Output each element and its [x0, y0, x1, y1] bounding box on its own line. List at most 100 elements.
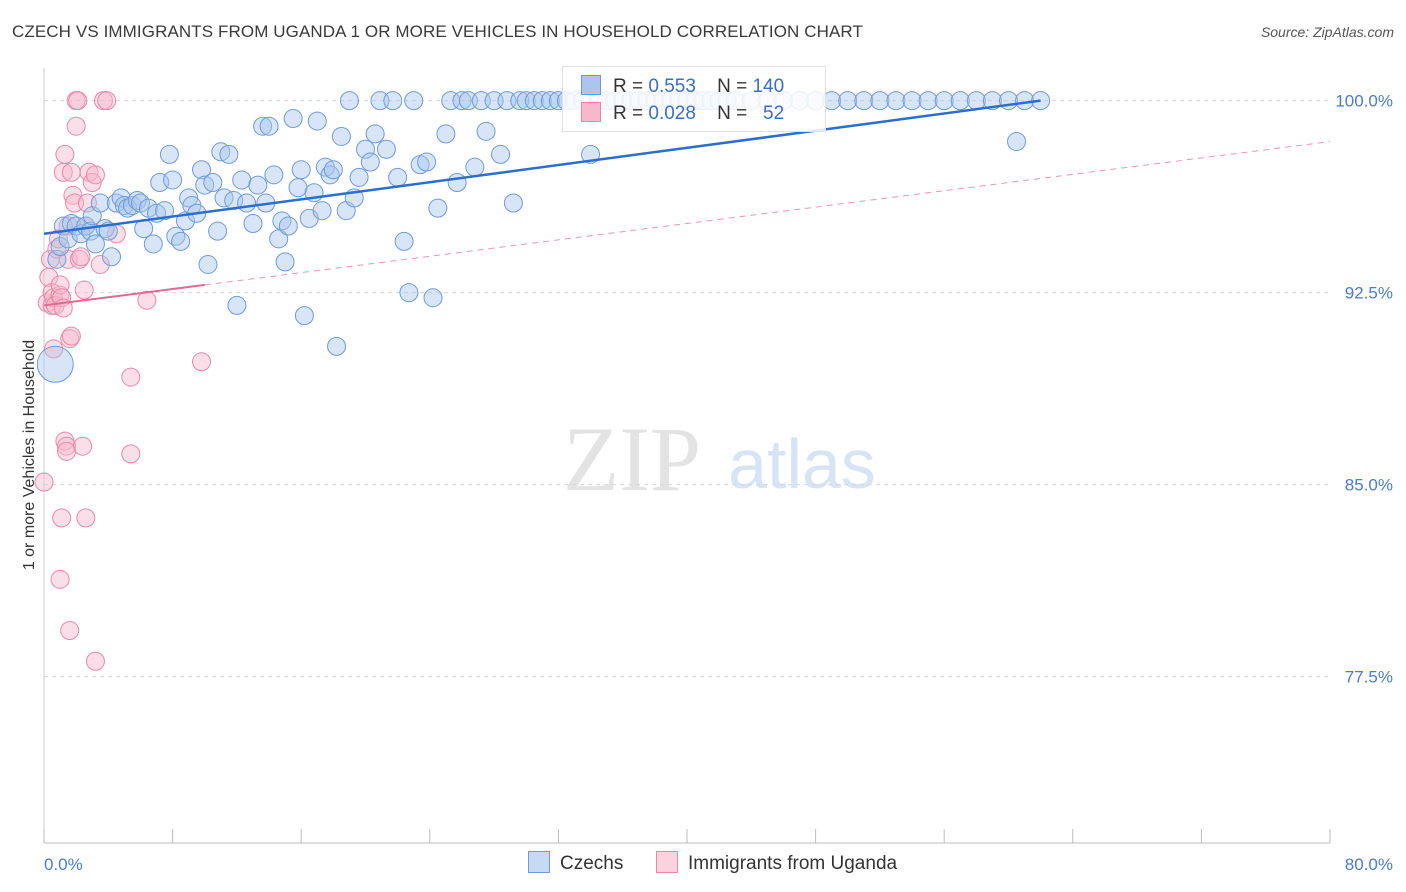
czech-point	[143, 234, 163, 254]
czech-point	[394, 231, 414, 251]
czech-point	[259, 116, 279, 136]
czech-point	[47, 249, 67, 269]
watermark-atlas: atlas	[728, 425, 876, 503]
czech-point	[118, 198, 138, 218]
czech-point	[90, 193, 110, 213]
r-label: R =	[613, 103, 644, 124]
source-label: Source: ZipAtlas.com	[1260, 24, 1394, 40]
czech-point	[232, 170, 252, 190]
uganda-point	[97, 91, 117, 111]
uganda-point	[57, 441, 77, 461]
czech-point	[171, 231, 191, 251]
czech-point	[383, 91, 403, 111]
n-label: N =	[717, 76, 748, 97]
czech-point	[1007, 132, 1027, 152]
uganda-point	[137, 290, 157, 310]
czech-point	[323, 160, 343, 180]
czech-point	[349, 167, 369, 187]
czech-point	[540, 91, 560, 111]
n-value: 52	[763, 103, 785, 124]
uganda-point	[52, 508, 72, 528]
czech-point	[388, 167, 408, 187]
uganda-point	[121, 367, 141, 387]
czech-point	[198, 254, 218, 274]
czech-point	[50, 237, 70, 257]
czech-point	[510, 91, 530, 111]
czech-point	[428, 198, 448, 218]
czech-point	[114, 196, 134, 216]
czech-point	[934, 91, 954, 111]
uganda-point	[34, 472, 54, 492]
uganda-swatch	[581, 102, 601, 122]
n-label: N =	[717, 103, 748, 124]
uganda-point	[121, 444, 141, 464]
czech-point	[516, 91, 536, 111]
czech-point	[227, 295, 247, 315]
czech-point	[886, 91, 906, 111]
czech-point	[423, 288, 443, 308]
czech-point	[465, 157, 485, 177]
uganda-point	[60, 621, 80, 641]
uganda-point	[61, 162, 81, 182]
czech-point	[307, 111, 327, 131]
czech-point	[179, 188, 199, 208]
czech-point	[452, 91, 472, 111]
y-axis-label: 1 or more Vehicles in Household	[21, 339, 38, 571]
legend-item-uganda[interactable]: Immigrants from Uganda	[656, 851, 897, 875]
uganda-point	[44, 339, 64, 359]
uganda-point	[90, 254, 110, 274]
czech-point	[272, 211, 292, 231]
czech-point	[417, 152, 437, 172]
czech-point	[208, 221, 228, 241]
stats-legend: R = 0.553 N = 140 R = 0.028 N = 52	[562, 66, 826, 132]
uganda-point	[73, 436, 93, 456]
czech-point	[291, 160, 311, 180]
x-tick-label-min: 0.0%	[44, 855, 83, 874]
czech-point	[902, 91, 922, 111]
uganda-point	[66, 116, 86, 136]
czech-point	[365, 124, 385, 144]
czech-point	[320, 165, 340, 185]
czech-point	[854, 91, 874, 111]
uganda-trend-extension	[204, 141, 1331, 286]
czech-point	[838, 91, 858, 111]
czech-point	[237, 193, 257, 213]
czech-point	[85, 234, 105, 254]
y-tick-label: 85.0%	[1345, 476, 1393, 495]
uganda-point	[82, 173, 102, 193]
czech-legend-swatch	[528, 851, 550, 873]
czech-point	[399, 283, 419, 303]
czech-point	[982, 91, 1002, 111]
czech-point	[1015, 91, 1035, 111]
r-value: 0.028	[648, 103, 696, 124]
r-value: 0.553	[648, 76, 696, 97]
legend-item-czechs[interactable]: Czechs	[528, 851, 623, 875]
czech-point	[159, 144, 179, 164]
czech-point	[192, 160, 212, 180]
czech-point	[966, 91, 986, 111]
czech-point	[253, 116, 273, 136]
czech-point	[950, 91, 970, 111]
uganda-point	[85, 165, 105, 185]
czech-point	[356, 139, 375, 159]
legend-label-uganda: Immigrants from Uganda	[688, 853, 898, 874]
czech-point	[288, 178, 308, 198]
y-tick-label: 100.0%	[1335, 92, 1393, 111]
czech-point	[111, 188, 131, 208]
czech-point	[248, 175, 268, 195]
czech-point	[102, 247, 122, 267]
czech-point	[243, 213, 263, 233]
watermark-zip: ZIP	[563, 408, 701, 510]
r-label: R =	[613, 76, 644, 97]
czech-point	[327, 336, 347, 356]
stats-row-uganda: R = 0.028 N = 52	[581, 102, 784, 126]
trend-lines	[43, 99, 1331, 307]
uganda-point	[48, 229, 68, 249]
czech-point	[447, 173, 467, 193]
czech-point	[195, 175, 215, 195]
czech-point	[918, 91, 938, 111]
uganda-legend-swatch	[656, 851, 678, 873]
uganda-point	[76, 508, 96, 528]
czech-point	[503, 193, 523, 213]
